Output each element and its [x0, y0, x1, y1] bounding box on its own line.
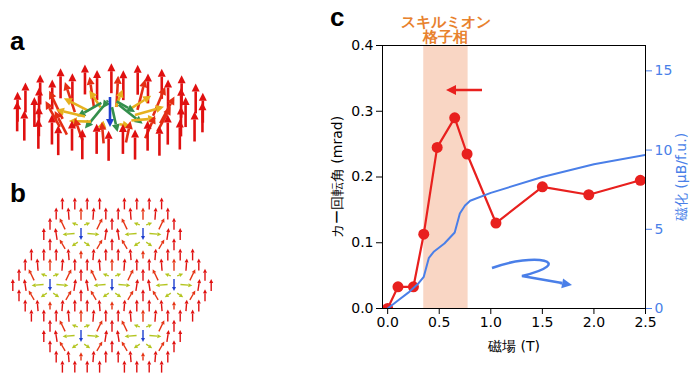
html-text:a: a — [10, 26, 25, 56]
svg-text:5: 5 — [655, 221, 664, 237]
svg-text:2.0: 2.0 — [583, 314, 605, 330]
svg-text:0.2: 0.2 — [351, 168, 373, 184]
svg-text:0.5: 0.5 — [428, 314, 450, 330]
svg-text:0.1: 0.1 — [351, 234, 373, 250]
svg-text:1.5: 1.5 — [531, 314, 553, 330]
svg-text:1.0: 1.0 — [480, 314, 502, 330]
svg-text:磁場 (T): 磁場 (T) — [487, 338, 540, 354]
svg-text:磁化 (μB/f.u.): 磁化 (μB/f.u.) — [673, 133, 689, 222]
svg-text:0.0: 0.0 — [377, 314, 399, 330]
svg-text:0.4: 0.4 — [351, 37, 373, 53]
svg-text:スキルミオン格子相: スキルミオン格子相 — [401, 13, 491, 46]
svg-text:カー回転角 (mrad): カー回転角 (mrad) — [329, 116, 345, 238]
svg-text:15: 15 — [655, 62, 673, 78]
svg-text:0: 0 — [655, 300, 664, 316]
svg-text:2.5: 2.5 — [634, 314, 656, 330]
svg-text:10: 10 — [655, 142, 673, 158]
html-text:c: c — [330, 2, 345, 32]
html-text:b: b — [10, 178, 26, 208]
svg-text:0.0: 0.0 — [351, 300, 373, 316]
svg-text:0.3: 0.3 — [351, 103, 373, 119]
